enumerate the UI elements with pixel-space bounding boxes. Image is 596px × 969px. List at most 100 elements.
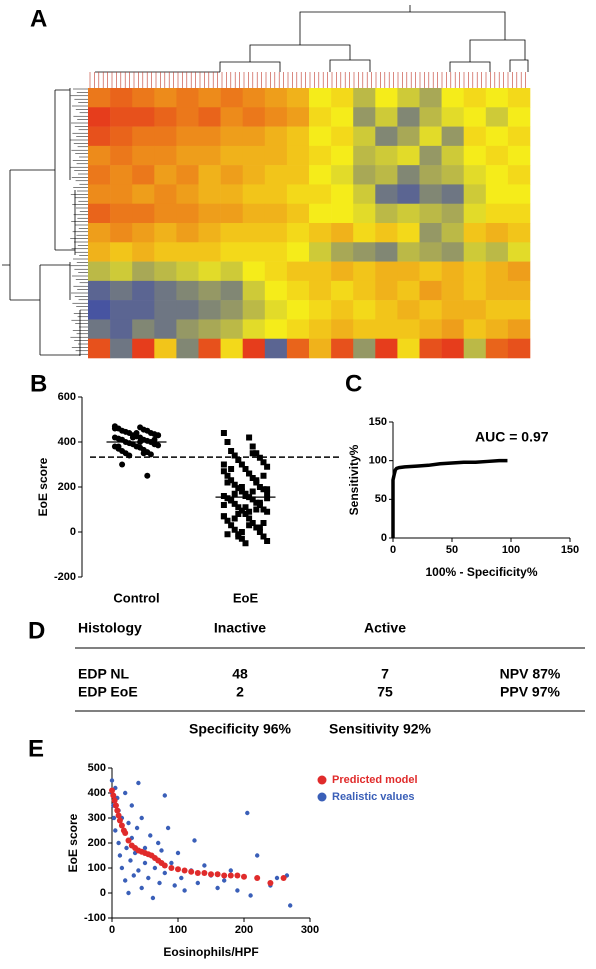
point [224,472,231,479]
y-axis-label: Sensitivity% [347,444,361,515]
table-cell: PPV 97% [500,684,560,700]
heatmap-cell [353,165,376,185]
point [254,875,261,881]
heatmap-cell [242,203,266,224]
heatmap-cell [110,145,133,166]
point [142,860,148,866]
heatmap-cell [220,145,243,166]
y-tick-label: 0 [381,532,387,544]
point [253,499,260,506]
point [220,513,227,520]
heatmap-cell [198,203,221,224]
heatmap-cell [441,145,464,166]
point [256,499,263,506]
heatmap-cell [242,126,266,147]
table-cell: EDP NL [78,666,130,682]
heatmap-cell [242,300,266,320]
heatmap-cell [353,184,376,205]
point [152,865,158,871]
heatmap-cell [309,88,332,108]
heatmap-cell [242,184,266,205]
legend-label: Realistic values [332,791,415,803]
heatmap-cell [242,319,266,340]
heatmap-cell [331,223,354,243]
heatmap-cell [441,88,464,108]
heatmap-cell [198,126,221,147]
point [146,875,151,881]
point [256,484,263,490]
heatmap-cell [242,223,266,243]
heatmap-cell [507,165,531,185]
heatmap-cell [441,338,464,359]
point [188,868,195,875]
heatmap-cell [264,338,288,359]
heatmap-cell [220,242,243,262]
heatmap-cell [242,242,266,262]
point [202,863,207,868]
heatmap-cell [375,165,398,185]
point [228,522,235,529]
heatmap-cell [198,261,221,282]
heatmap-cell [441,223,464,243]
heatmap-cell [132,145,155,166]
table-cell: NPV 87% [500,666,561,682]
roc-curve [391,458,508,538]
heatmap-cell [485,261,509,282]
heatmap-cell [397,126,420,147]
heatmap-cell [507,184,531,205]
point [231,452,238,459]
heatmap-cell [264,280,288,301]
heatmap-cell [331,145,354,166]
x-tick-label: 100 [502,544,520,556]
heatmap-cell [110,242,133,262]
point [238,488,245,495]
point [264,508,271,515]
heatmap-cell [353,338,376,359]
point [280,875,287,881]
heatmap-cell [309,242,332,262]
point [249,443,256,450]
heatmap-cell [375,184,398,205]
y-tick-label: 400 [88,787,106,799]
heatmap-cell [132,184,155,205]
heatmap-cell [331,203,354,224]
heatmap-cell [397,184,420,205]
point [144,472,151,479]
heatmap-cell [463,126,487,147]
y-tick-label: 200 [88,837,106,849]
heatmap-cell [264,107,288,127]
heatmap-cell [110,184,133,205]
heatmap-cell [132,223,155,243]
y-tick-label: 100 [88,862,106,874]
heatmap-cell [309,319,332,340]
heatmap-cell [264,261,288,282]
heatmap-cell [441,203,464,224]
heatmap-cell [88,165,111,185]
point [119,461,126,468]
y-tick-label: 0 [70,526,76,538]
x-tick-label: 100 [169,924,187,936]
heatmap-cell [88,242,111,262]
point [129,434,136,441]
dendrogram-leaves [70,72,526,355]
point [246,522,253,529]
heatmap-cell [463,242,487,262]
heatmap-cell [309,280,332,301]
heatmap-cell [397,145,420,166]
heatmap-cell [88,223,111,243]
heatmap-cell [375,338,398,359]
y-tick-label: 500 [88,762,106,774]
heatmap-cell [154,261,177,282]
point [110,792,117,799]
point [126,890,131,896]
x-axis-label: Eosinophils/HPF [163,945,258,959]
point [129,803,134,808]
point [253,506,260,513]
heatmap-cell [309,145,332,166]
point [246,515,253,522]
heatmap-cell [507,261,531,282]
heatmap-cell [375,107,398,127]
heatmap-cell [132,280,155,301]
heatmap-cell [375,242,398,262]
